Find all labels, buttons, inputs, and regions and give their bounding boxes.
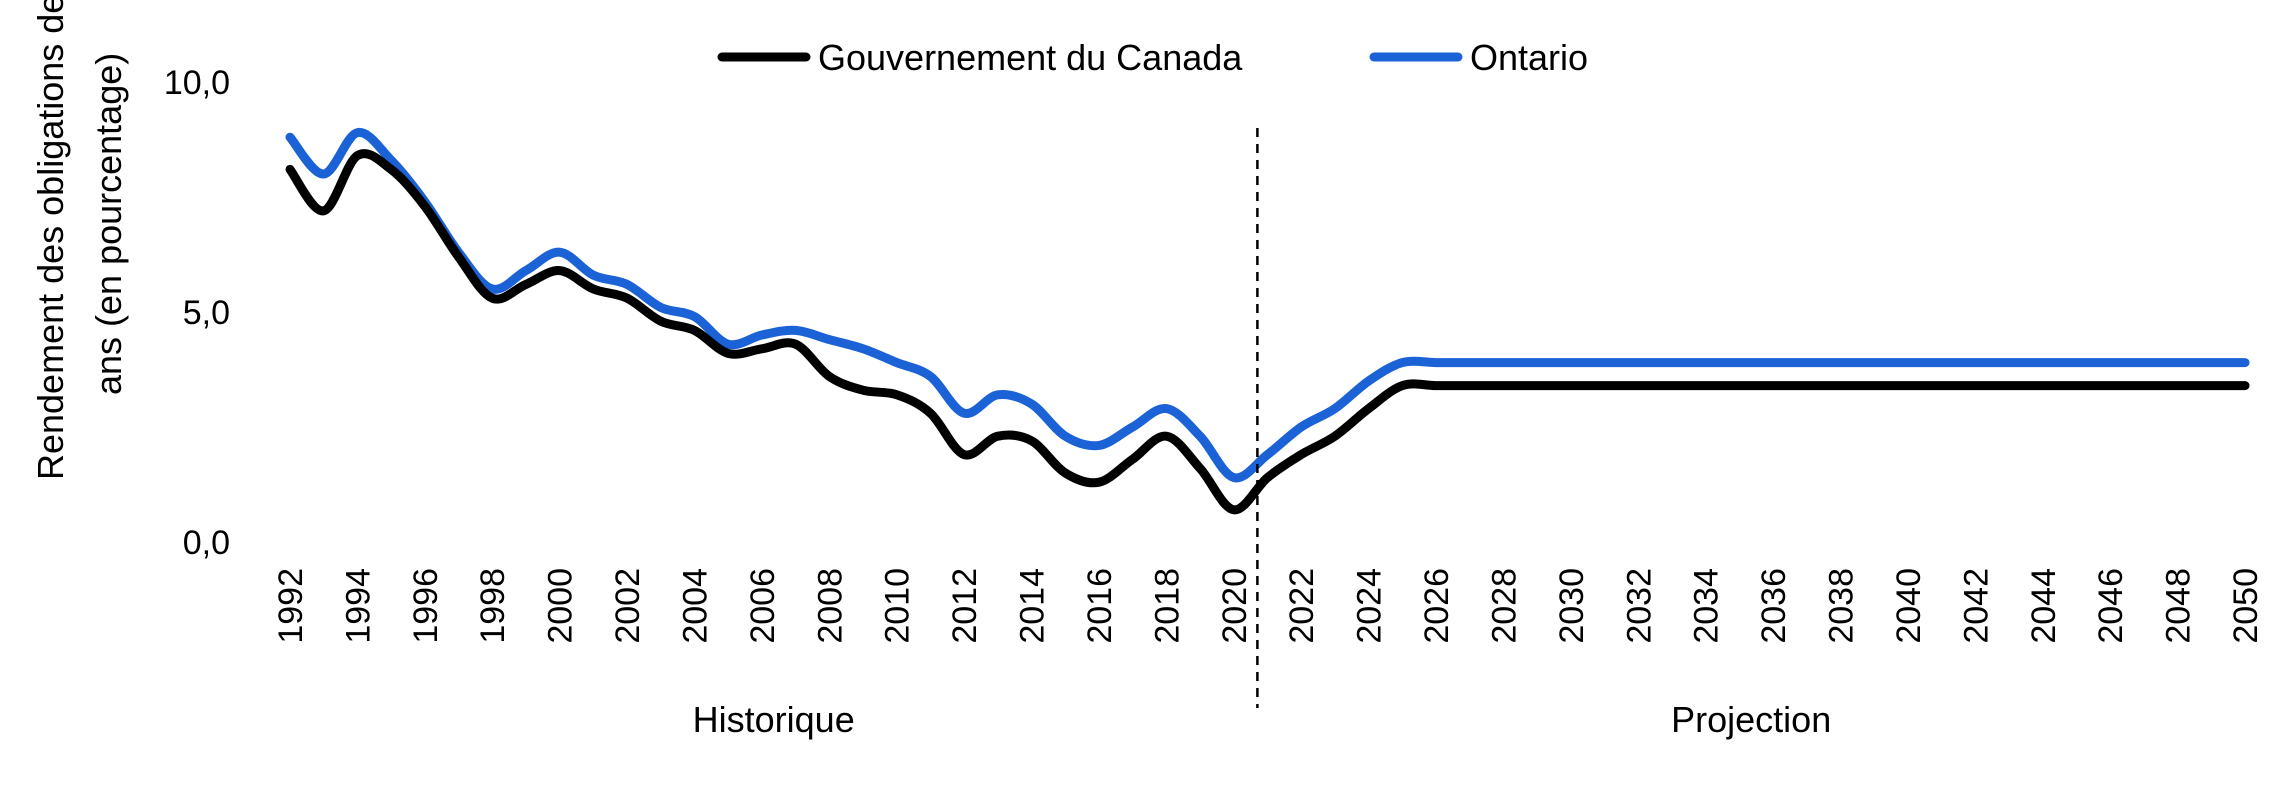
x-tick-label: 2004: [677, 568, 715, 644]
x-tick-label: 2044: [2025, 568, 2063, 644]
x-tick-label: 2018: [1148, 568, 1186, 644]
series-line-canada: [285, 149, 2250, 515]
x-tick-label: 2034: [1688, 568, 1726, 644]
x-tick-labels: 1992 1994 1996 1998 2000 2002 2004 2006 2008 2010…: [272, 568, 2265, 644]
y-tick-label: 5,0: [183, 294, 230, 332]
y-tick-label: 10,0: [164, 64, 230, 102]
x-tick-label: 1998: [474, 568, 512, 644]
x-tick-label: 2014: [1014, 568, 1052, 644]
series-line-ontario: [285, 128, 2250, 483]
x-tick-label: 1996: [407, 568, 445, 644]
x-tick-label: 2012: [946, 568, 984, 644]
x-tick-label: 2006: [744, 568, 782, 644]
legend: Gouvernement du Canada Ontario: [717, 37, 1588, 78]
x-tick-label: 2030: [1553, 568, 1591, 644]
x-tick-label: 2026: [1418, 568, 1456, 644]
section-label-projection: Projection: [1671, 699, 1831, 740]
legend-label-canada: Gouvernement du Canada: [818, 37, 1243, 78]
x-tick-label: 2032: [1620, 568, 1658, 644]
x-tick-label: 1994: [339, 568, 377, 644]
x-tick-label: 2038: [1823, 568, 1861, 644]
x-tick-label: 2008: [811, 568, 849, 644]
x-tick-label: 2010: [879, 568, 917, 644]
legend-label-ontario: Ontario: [1470, 37, 1588, 78]
section-label-historique: Historique: [693, 699, 855, 740]
x-tick-label: 2002: [609, 568, 647, 644]
x-tick-label: 2020: [1216, 568, 1254, 644]
y-axis-title-line1: Rendement des obligations de 10: [30, 0, 71, 480]
x-tick-label: 2028: [1485, 568, 1523, 644]
y-tick-labels: 0,0 5,0 10,0: [164, 64, 230, 562]
y-axis-title-line2: ans (en pourcentage): [88, 53, 129, 395]
x-tick-label: 2040: [1890, 568, 1928, 644]
x-tick-label: 1992: [272, 568, 310, 644]
x-tick-label: 2042: [1957, 568, 1995, 644]
y-axis-title: Rendement des obligations de 10 ans (en …: [30, 0, 129, 480]
x-tick-label: 2046: [2092, 568, 2130, 644]
x-tick-label: 2022: [1283, 568, 1321, 644]
x-tick-label: 2036: [1755, 568, 1793, 644]
x-tick-label: 2024: [1351, 568, 1389, 644]
x-tick-label: 2050: [2227, 568, 2265, 644]
x-tick-label: 2048: [2160, 568, 2198, 644]
series-lines: [285, 128, 2250, 515]
x-tick-label: 2016: [1081, 568, 1119, 644]
y-tick-label: 0,0: [183, 524, 230, 562]
x-tick-label: 2000: [542, 568, 580, 644]
